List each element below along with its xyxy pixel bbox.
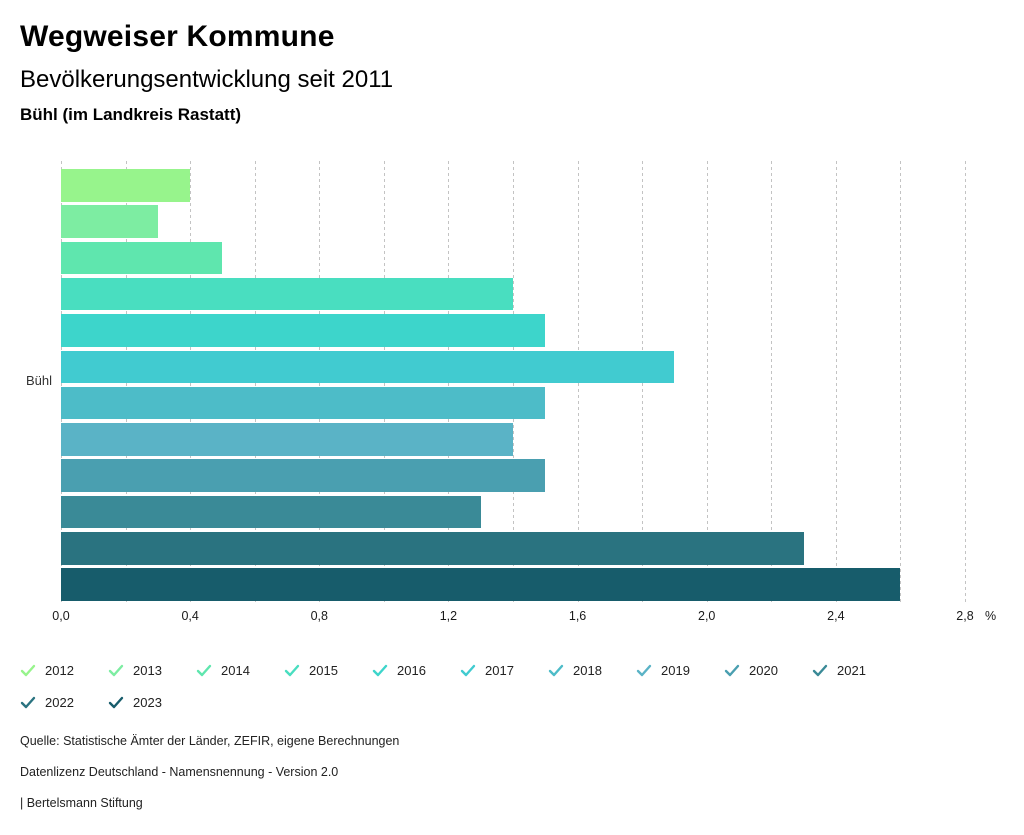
check-icon	[108, 696, 124, 709]
region-label: Bühl (im Landkreis Rastatt)	[20, 105, 242, 124]
gridline	[61, 161, 62, 605]
check-icon	[20, 664, 36, 677]
source-note: Quelle: Statistische Ämter der Länder, Z…	[20, 734, 400, 748]
legend-item-2019[interactable]: 2019	[636, 654, 724, 686]
legend-year-label: 2019	[661, 662, 690, 678]
page-title: Wegweiser Kommune	[20, 20, 335, 53]
legend-year-label: 2023	[133, 694, 162, 710]
legend-item-2017[interactable]: 2017	[460, 654, 548, 686]
check-icon	[548, 664, 564, 677]
legend-item-2021[interactable]: 2021	[812, 654, 900, 686]
x-axis-unit-label: %	[985, 609, 997, 623]
legend-item-2023[interactable]: 2023	[108, 686, 196, 718]
bar-2013[interactable]	[61, 205, 158, 238]
gridline	[642, 161, 644, 605]
legend-item-2018[interactable]: 2018	[548, 654, 636, 686]
legend-item-2014[interactable]: 2014	[196, 654, 284, 686]
license-note: Datenlizenz Deutschland - Namensnennung …	[20, 765, 339, 779]
check-icon	[196, 664, 212, 677]
legend-item-2012[interactable]: 2012	[20, 654, 108, 686]
legend-year-label: 2020	[749, 662, 778, 678]
bar-2016[interactable]	[61, 314, 546, 347]
x-tick-label: 0,8	[310, 609, 328, 623]
x-tick-label: 2,4	[827, 609, 845, 623]
legend-year-label: 2013	[133, 662, 162, 678]
gridline	[513, 161, 514, 605]
x-tick-label: 0,4	[181, 609, 199, 623]
bar-2018[interactable]	[61, 386, 546, 420]
y-axis-category-label: Bühl	[25, 373, 52, 388]
check-icon	[812, 664, 828, 677]
gridline	[900, 161, 902, 605]
gridline	[254, 161, 256, 605]
gridline	[190, 161, 192, 605]
check-icon	[20, 696, 36, 709]
bar-2015[interactable]	[61, 277, 513, 311]
legend-item-2022[interactable]: 2022	[20, 686, 108, 718]
gridline	[771, 161, 773, 605]
plot-area	[61, 161, 966, 605]
bar-2012[interactable]	[61, 169, 191, 202]
x-tick-label: 1,6	[568, 609, 587, 623]
legend-item-2020[interactable]: 2020	[724, 654, 812, 686]
chart-subtitle: Bevölkerungsentwicklung seit 2011	[20, 66, 394, 93]
check-icon	[372, 664, 388, 677]
gridline	[965, 161, 966, 605]
legend-year-label: 2018	[573, 662, 602, 678]
bar-2020[interactable]	[61, 459, 546, 492]
check-icon	[460, 664, 476, 677]
x-tick-label: 2,8	[956, 609, 974, 623]
legend-year-label: 2012	[45, 662, 74, 678]
bar-2019[interactable]	[61, 423, 513, 456]
legend-year-label: 2014	[221, 662, 250, 678]
x-tick-label: 2,0	[698, 609, 716, 623]
legend-year-label: 2022	[45, 694, 74, 710]
attribution-note: | Bertelsmann Stiftung	[20, 796, 143, 810]
legend-item-2016[interactable]: 2016	[372, 654, 460, 686]
bar-2021[interactable]	[61, 495, 481, 529]
bar-2014[interactable]	[61, 241, 223, 275]
legend-item-2013[interactable]: 2013	[108, 654, 196, 686]
x-tick-label: 0,0	[52, 609, 70, 623]
gridline	[383, 161, 385, 605]
gridline	[835, 161, 837, 605]
gridline	[706, 161, 708, 605]
x-axis: 0,0 0,4 0,8 1,2 1,6 2,0 2,4 2,8	[52, 609, 973, 625]
x-tick-label: 1,2	[439, 609, 458, 623]
check-icon	[284, 664, 300, 677]
legend: 2012 2013 2014 2015 2016 2017 2018 2019 2020 2021…	[20, 654, 916, 718]
check-icon	[724, 664, 740, 677]
legend-year-label: 2017	[485, 662, 514, 678]
gridline	[319, 161, 321, 605]
gridline	[448, 161, 450, 605]
gridline	[577, 161, 579, 605]
legend-year-label: 2015	[309, 662, 338, 678]
bar-2023[interactable]	[61, 568, 901, 601]
gridline	[125, 161, 127, 605]
legend-item-2015[interactable]: 2015	[284, 654, 372, 686]
legend-year-label: 2016	[397, 662, 426, 678]
bar-2017[interactable]	[61, 350, 675, 383]
legend-year-label: 2021	[837, 662, 866, 678]
check-icon	[636, 664, 652, 677]
check-icon	[108, 664, 124, 677]
bar-2022[interactable]	[61, 532, 804, 565]
